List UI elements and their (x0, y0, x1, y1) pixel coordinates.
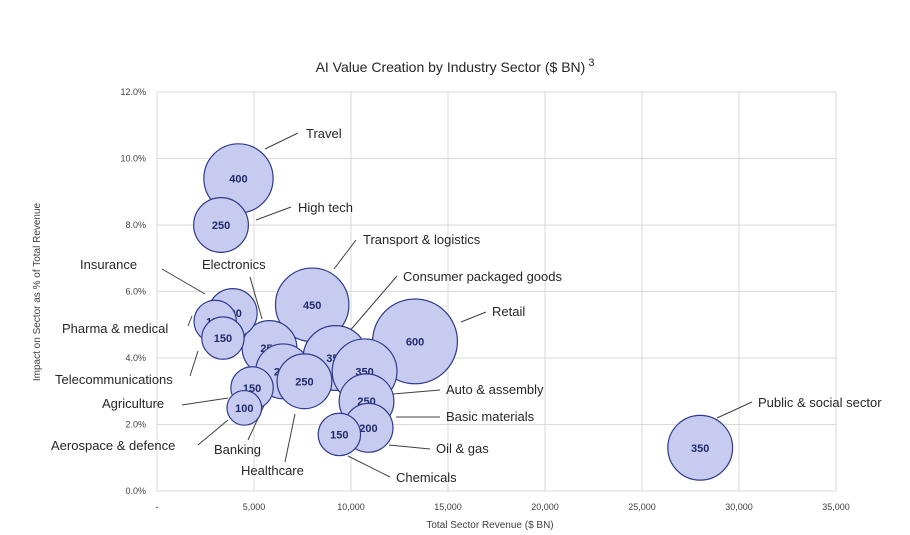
leader-line (161, 268, 206, 295)
bubble (667, 414, 734, 481)
bubble-value-label: 150 (330, 429, 348, 441)
category-label: Oil & gas (436, 441, 489, 456)
x-tick-label: - (156, 502, 159, 512)
bubble-value-label: 150 (214, 333, 232, 345)
category-label: Chemicals (396, 470, 457, 485)
leader-line (347, 455, 391, 478)
category-label: Transport & logistics (363, 232, 481, 247)
category-label: Insurance (80, 257, 137, 272)
leader-line (197, 419, 229, 446)
x-tick-label: 30,000 (725, 502, 753, 512)
x-axis-ticks: - 5,000 10,000 15,000 20,000 25,000 30,000 35,0… (156, 502, 850, 512)
leader-line (392, 389, 441, 395)
leader-line (264, 132, 299, 150)
leader-line (249, 276, 263, 320)
category-label: Banking (214, 442, 261, 457)
category-label: Consumer packaged goods (403, 269, 562, 284)
bubbles: 6004504003503503502502502502502502002001… (193, 143, 734, 481)
bubble (276, 353, 333, 410)
leader-line (187, 315, 193, 327)
bubble (193, 197, 249, 253)
bubble-value-label: 100 (235, 403, 253, 415)
x-axis-title: Total Sector Revenue ($ BN) (426, 520, 553, 531)
bubble-value-label: 250 (212, 220, 230, 232)
grid (156, 91, 837, 492)
x-tick-label: 25,000 (628, 502, 656, 512)
y-tick-label: 6.0% (125, 287, 146, 297)
y-tick-label: 8.0% (125, 220, 146, 230)
bubble-value-label: 250 (295, 376, 313, 388)
leader-line (255, 206, 292, 221)
leader-line (460, 311, 487, 323)
leader-line (388, 444, 431, 450)
leader-line (716, 401, 753, 419)
x-tick-label: 20,000 (531, 502, 559, 512)
category-label: Retail (492, 304, 525, 319)
y-tick-label: 4.0% (125, 353, 146, 363)
y-tick-label: 12.0% (120, 87, 146, 97)
x-tick-label: 5,000 (243, 502, 266, 512)
x-tick-label: 35,000 (822, 502, 850, 512)
leader-line (333, 239, 357, 270)
category-label: Healthcare (241, 463, 304, 478)
leader-line (347, 275, 398, 334)
category-label: Agriculture (102, 396, 164, 411)
bubble-value-label: 200 (359, 423, 377, 435)
bubble-value-label: 400 (229, 173, 247, 185)
x-tick-label: 10,000 (337, 502, 365, 512)
y-tick-label: 2.0% (125, 420, 146, 430)
leader-line (181, 397, 229, 406)
category-label: Auto & assembly (446, 382, 544, 397)
bubble-value-label: 450 (303, 300, 321, 312)
category-label: Travel (306, 126, 342, 141)
bubble-value-label: 350 (691, 443, 709, 455)
category-label: Electronics (202, 257, 266, 272)
y-axis-title: Impact on Sector as % of Total Revenue (32, 202, 43, 381)
leader-line (284, 413, 296, 463)
bubble (317, 412, 362, 457)
x-tick-label: 15,000 (434, 502, 462, 512)
chart-title: AI Value Creation by Industry Sector ($ … (316, 57, 595, 75)
y-axis-ticks: 0.0% 2.0% 4.0% 6.0% 8.0% 10.0% 12.0% (120, 87, 146, 496)
bubble (226, 389, 263, 426)
category-label: Basic materials (446, 409, 535, 424)
category-label: Pharma & medical (62, 321, 168, 336)
category-label: High tech (298, 200, 353, 215)
y-tick-label: 0.0% (125, 486, 146, 496)
bubble (201, 316, 245, 360)
y-tick-label: 10.0% (120, 154, 146, 164)
leader-line (189, 350, 199, 377)
bubble-value-label: 600 (406, 336, 424, 348)
category-label: Aerospace & defence (51, 438, 175, 453)
category-label: Public & social sector (758, 395, 882, 410)
category-label: Telecommunications (55, 372, 173, 387)
category-labels: Travel High tech Transport & logistics Cons… (51, 126, 882, 485)
